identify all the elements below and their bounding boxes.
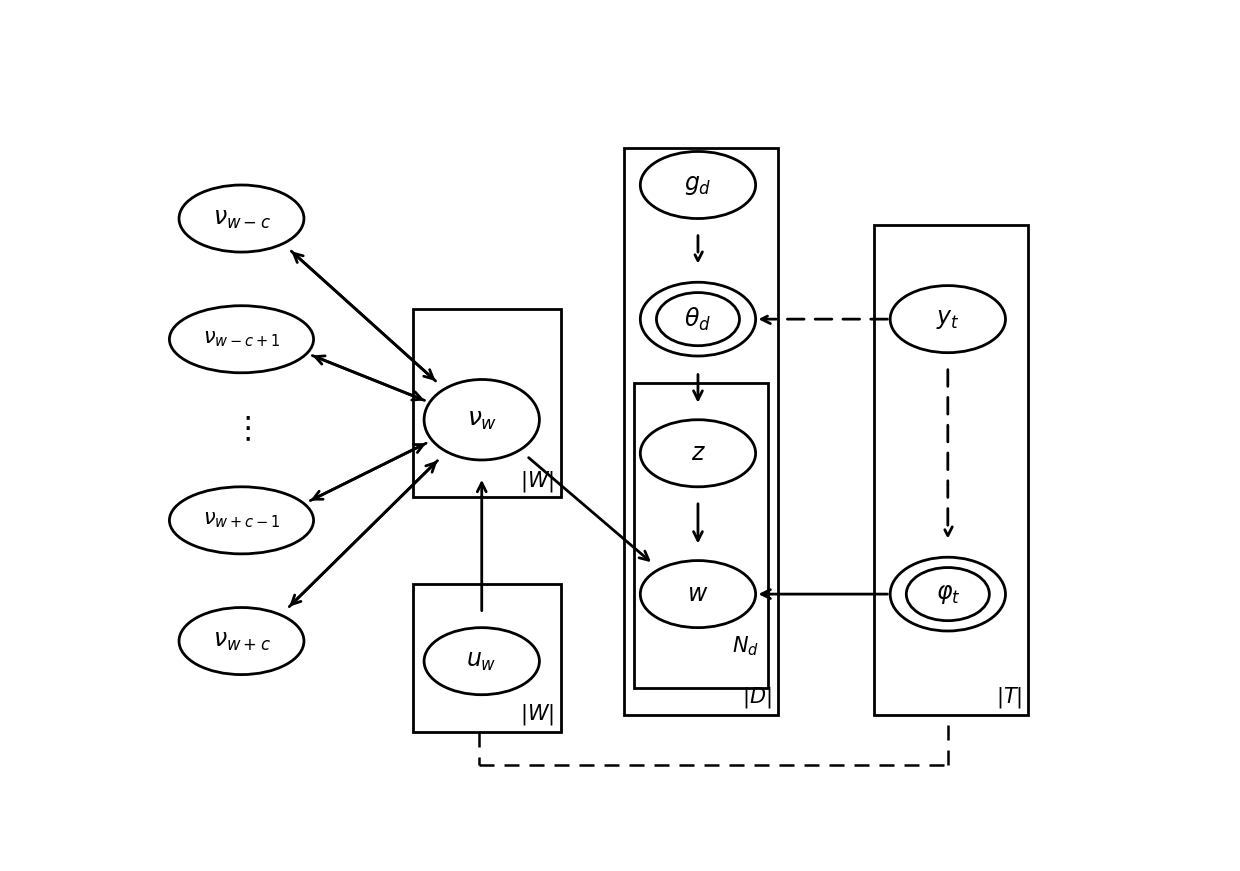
Text: $\nu_{w-c+1}$: $\nu_{w-c+1}$ [203,329,280,349]
Text: $|T|$: $|T|$ [996,685,1022,710]
Ellipse shape [170,487,314,554]
Ellipse shape [890,557,1006,631]
Text: $\nu_{w-c}$: $\nu_{w-c}$ [212,206,270,231]
Ellipse shape [640,152,755,219]
Ellipse shape [890,286,1006,353]
Text: $g_d$: $g_d$ [684,173,712,197]
Text: $|W|$: $|W|$ [520,702,554,727]
Ellipse shape [640,561,755,628]
Ellipse shape [640,420,755,487]
Text: $\nu_w$: $\nu_w$ [466,408,497,432]
Bar [624,148,777,715]
Text: $y_t$: $y_t$ [936,307,960,331]
Bar [413,309,560,496]
Ellipse shape [906,568,990,621]
Ellipse shape [424,380,539,460]
Text: $N_d$: $N_d$ [732,634,759,658]
Ellipse shape [424,628,539,695]
Bar [874,226,1028,715]
Ellipse shape [179,185,304,252]
Text: $\varphi_t$: $\varphi_t$ [935,582,960,606]
Text: $\theta_d$: $\theta_d$ [684,306,712,333]
Ellipse shape [179,608,304,674]
Text: $\vdots$: $\vdots$ [232,415,250,444]
Text: $z$: $z$ [691,442,706,465]
Bar [634,383,768,688]
Ellipse shape [640,282,755,356]
Text: $w$: $w$ [687,582,708,606]
Text: $\nu_{w+c}$: $\nu_{w+c}$ [212,629,270,653]
Text: $|W|$: $|W|$ [520,469,554,494]
Ellipse shape [656,293,739,346]
Text: $u_w$: $u_w$ [466,649,497,673]
Ellipse shape [170,306,314,373]
Text: $\nu_{w+c-1}$: $\nu_{w+c-1}$ [203,510,280,530]
Bar [413,584,560,732]
Text: $|D|$: $|D|$ [743,685,773,710]
